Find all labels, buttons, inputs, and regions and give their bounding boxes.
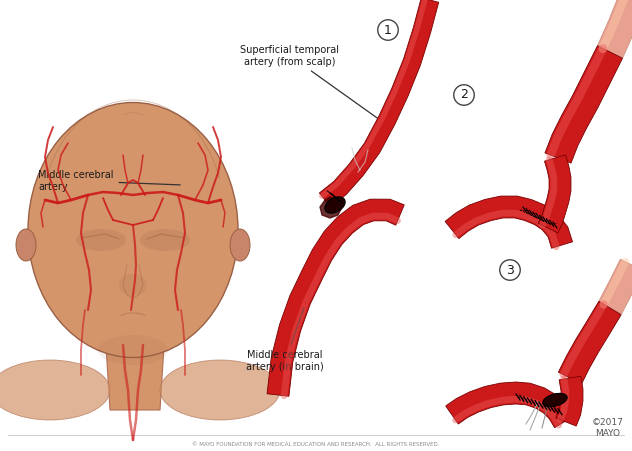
Text: Middle cerebral
artery (in brain): Middle cerebral artery (in brain) xyxy=(246,308,324,372)
Ellipse shape xyxy=(119,274,147,296)
Ellipse shape xyxy=(160,360,280,420)
Polygon shape xyxy=(556,376,583,426)
Polygon shape xyxy=(319,0,439,207)
Polygon shape xyxy=(597,0,632,58)
Text: 3: 3 xyxy=(506,263,514,276)
Ellipse shape xyxy=(0,360,110,420)
Polygon shape xyxy=(446,382,573,428)
Polygon shape xyxy=(538,155,571,233)
Text: 2: 2 xyxy=(460,88,468,101)
Ellipse shape xyxy=(16,229,36,261)
Polygon shape xyxy=(545,46,623,163)
Text: 1: 1 xyxy=(384,23,392,37)
Ellipse shape xyxy=(543,393,567,407)
Ellipse shape xyxy=(325,197,345,213)
Ellipse shape xyxy=(76,229,126,251)
Polygon shape xyxy=(599,259,632,314)
Text: ©2017
MAYO: ©2017 MAYO xyxy=(592,418,624,438)
Text: Middle cerebral
artery: Middle cerebral artery xyxy=(38,170,180,192)
Polygon shape xyxy=(559,301,621,384)
Ellipse shape xyxy=(140,229,190,251)
Text: © MAYO FOUNDATION FOR MEDICAL EDUCATION AND RESEARCH.  ALL RIGHTS RESERVED.: © MAYO FOUNDATION FOR MEDICAL EDUCATION … xyxy=(192,442,440,447)
Ellipse shape xyxy=(28,102,238,358)
Ellipse shape xyxy=(230,229,250,261)
Polygon shape xyxy=(320,197,342,218)
Ellipse shape xyxy=(98,335,168,365)
Polygon shape xyxy=(445,196,573,248)
Polygon shape xyxy=(105,330,165,410)
Polygon shape xyxy=(267,199,404,396)
Text: Superficial temporal
artery (from scalp): Superficial temporal artery (from scalp) xyxy=(241,45,385,124)
